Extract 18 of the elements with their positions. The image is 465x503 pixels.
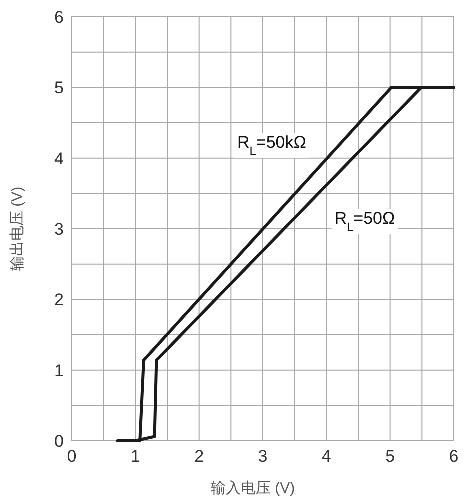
annotation: R$_{L}$=50kΩ: [238, 133, 306, 158]
annotation: R$_{L}$=50Ω: [334, 209, 396, 234]
x-tick-label: 3: [258, 447, 268, 466]
y-tick-label: 0: [54, 432, 64, 451]
x-tick-label: 1: [130, 447, 140, 466]
y-tick-label: 3: [54, 220, 64, 239]
y-tick-label: 6: [54, 8, 64, 27]
x-tick-label: 4: [322, 447, 332, 466]
x-tick-label: 6: [449, 447, 459, 466]
x-axis-title: 输入电压 (V): [210, 480, 296, 497]
x-tick-label: 5: [386, 447, 396, 466]
y-tick-label: 2: [54, 290, 64, 310]
y-tick-label: 5: [54, 78, 64, 98]
y-axis-title: 输出电压 (V): [9, 186, 26, 272]
y-tick-label: 4: [54, 149, 64, 168]
y-tick-label: 1: [54, 361, 64, 380]
x-tick-label: 2: [194, 447, 204, 466]
x-tick-label: 0: [67, 447, 77, 466]
